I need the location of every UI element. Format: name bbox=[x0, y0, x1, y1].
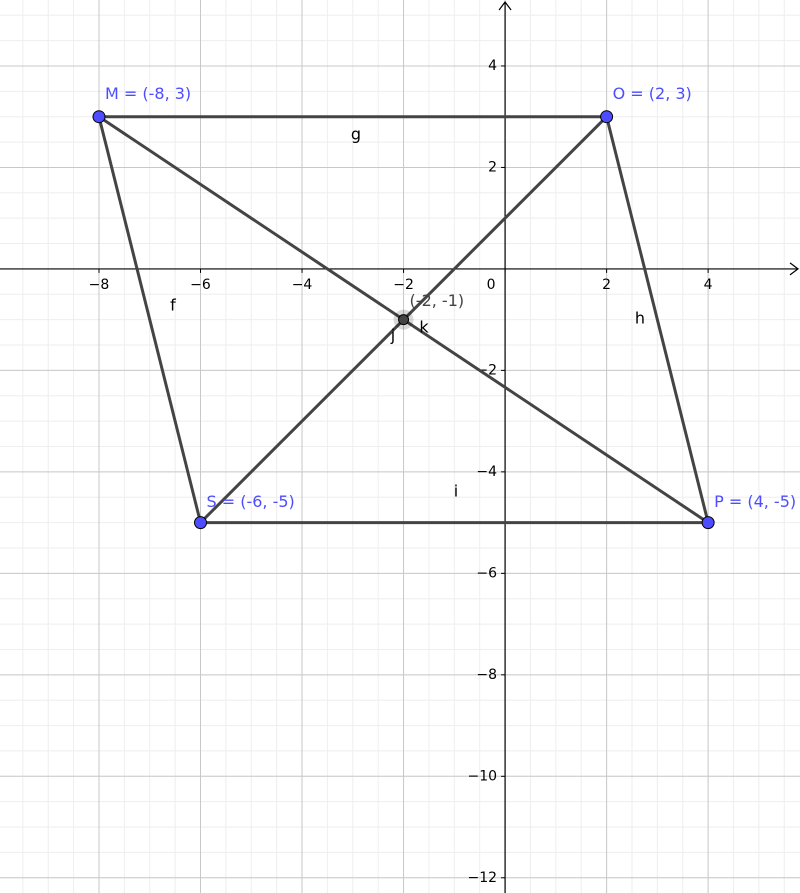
y-tick-label: −8 bbox=[476, 667, 497, 683]
point-label: S = (-6, -5) bbox=[207, 492, 295, 511]
y-tick-label: 2 bbox=[488, 159, 497, 175]
point-label: P = (4, -5) bbox=[714, 492, 796, 511]
y-axis-arrow bbox=[498, 0, 512, 11]
point-label: M = (-8, 3) bbox=[105, 84, 191, 103]
point bbox=[701, 516, 715, 530]
point-label: O = (2, 3) bbox=[613, 84, 692, 103]
point bbox=[92, 110, 106, 124]
intersection-point bbox=[398, 314, 410, 326]
y-tick-label: −6 bbox=[476, 565, 497, 581]
segment-label: k bbox=[419, 318, 429, 337]
x-tick-label: 4 bbox=[704, 277, 713, 293]
y-tick-label: −2 bbox=[476, 362, 497, 378]
x-tick-label: −8 bbox=[89, 277, 110, 293]
segment bbox=[97, 116, 202, 523]
x-tick-label: 2 bbox=[602, 277, 611, 293]
point bbox=[194, 516, 208, 530]
x-tick-label: −6 bbox=[190, 277, 211, 293]
segment-label: i bbox=[454, 482, 458, 501]
x-tick-label: −2 bbox=[393, 277, 414, 293]
segment-label: f bbox=[170, 296, 176, 315]
x-tick-label: 0 bbox=[487, 277, 496, 293]
segment-label: h bbox=[635, 309, 645, 328]
y-tick-label: 4 bbox=[488, 58, 497, 74]
x-axis-arrow bbox=[789, 262, 799, 276]
x-tick-label: −4 bbox=[292, 277, 313, 293]
segment-label: g bbox=[351, 125, 361, 144]
segment bbox=[605, 116, 710, 523]
intersection-label: (-2, -1) bbox=[410, 291, 465, 310]
segment-label: j bbox=[390, 326, 395, 345]
y-tick-label: −10 bbox=[468, 768, 498, 784]
y-tick-label: −4 bbox=[476, 464, 497, 480]
point bbox=[600, 110, 614, 124]
y-tick-label: −12 bbox=[468, 870, 498, 886]
